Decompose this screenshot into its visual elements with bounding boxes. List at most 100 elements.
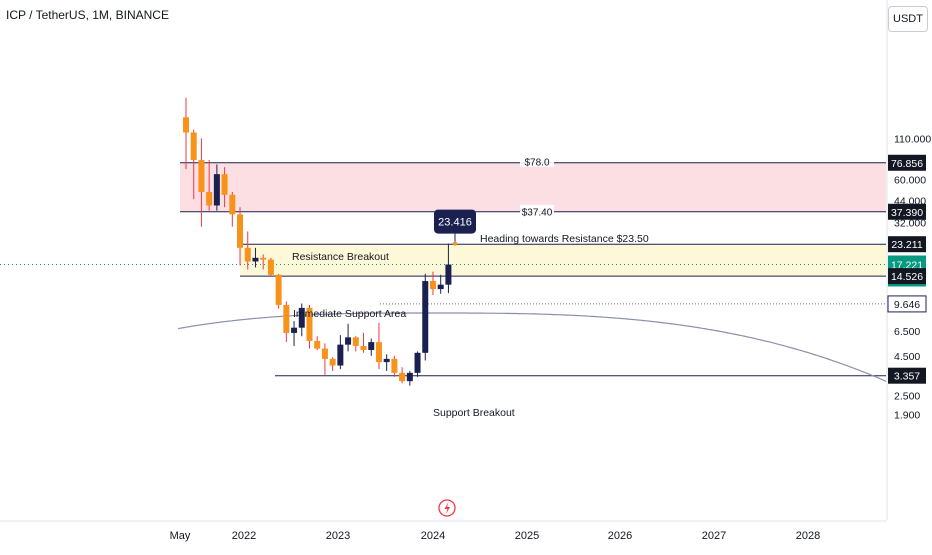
candle (221, 167, 228, 208)
candle (375, 322, 382, 370)
candle (267, 257, 274, 277)
candle (244, 231, 251, 270)
candle (445, 243, 452, 294)
level-label-bg (520, 204, 554, 217)
candle-body (183, 117, 189, 133)
x-tick-label: 2027 (702, 530, 726, 542)
candle (429, 271, 436, 295)
x-tick-label: 2022 (232, 530, 256, 542)
candle (314, 336, 321, 350)
y-tick-label: 60.000 (894, 175, 926, 187)
candle (345, 323, 352, 352)
badge-text: 37.390 (891, 207, 923, 219)
resistance-zone (180, 162, 886, 212)
candle-body (391, 358, 398, 373)
price-badge: 76.856 (888, 154, 926, 171)
badge-bg (888, 154, 926, 171)
candle-body (291, 327, 298, 333)
candle (237, 207, 244, 266)
level-label: $37.40 (520, 204, 554, 218)
x-tick-label: 2023 (326, 530, 350, 542)
candle-body (190, 132, 197, 161)
candle-body (414, 352, 421, 373)
candle (352, 336, 359, 352)
price-callout: 23.416 (434, 209, 476, 246)
candle (406, 370, 413, 386)
candle-body (406, 372, 413, 382)
x-tick-label: 2025 (515, 530, 539, 542)
candle-body (383, 358, 390, 363)
candle-body (368, 342, 375, 350)
candle-body (399, 372, 406, 382)
badge-text: 9.646 (894, 299, 920, 311)
badge-text: 14.526 (891, 271, 923, 283)
level-label-bg (520, 154, 554, 167)
candle (183, 97, 189, 170)
candle (368, 338, 375, 356)
price-badge: 23.211 (888, 236, 926, 253)
candle-body (314, 340, 321, 349)
candle-body (329, 358, 336, 366)
candle-body (375, 342, 382, 363)
candle-body (198, 160, 205, 193)
candle (414, 351, 421, 377)
candle (399, 367, 406, 384)
candle (283, 301, 290, 343)
symbol-header: ICP / TetherUS, 1M, BINANCE (6, 8, 169, 22)
candle-body (345, 337, 352, 345)
candle-body (213, 174, 220, 206)
candle (329, 357, 336, 371)
price-badge: 9.646 (887, 295, 927, 313)
candle (298, 303, 305, 337)
badge-bg (888, 268, 926, 285)
callout-text: 23.416 (438, 217, 472, 229)
candle-body (275, 274, 282, 305)
annotation-text: Heading towards Resistance $23.50 (480, 233, 649, 245)
x-tick-label: 2026 (608, 530, 632, 542)
candle-body (252, 257, 259, 262)
currency-button[interactable]: USDT (888, 6, 928, 32)
candle (337, 335, 344, 370)
candle-body (206, 192, 213, 206)
candle-body (360, 345, 367, 350)
candle (321, 343, 328, 375)
annotation-text: Immediate Support Area (293, 308, 406, 320)
x-tick-label: 2024 (421, 530, 445, 542)
candle (306, 304, 313, 349)
candle (422, 273, 429, 361)
annotation-text: Support Breakout (433, 407, 515, 419)
candle-body (337, 344, 344, 366)
x-tick-label: 2028 (796, 530, 820, 542)
candle-body (352, 337, 359, 346)
callout-box (434, 209, 476, 234)
flash-icon[interactable] (438, 499, 456, 517)
candle (213, 164, 220, 211)
callout-point (453, 241, 457, 246)
badge-bg (888, 236, 926, 253)
x-tick-label: May (170, 530, 191, 542)
candle (391, 355, 398, 377)
flash-icon-bolt (444, 502, 450, 514)
candle-body (229, 194, 236, 215)
candle-body (437, 284, 444, 290)
y-tick-label: 110.000 (894, 133, 931, 145)
candle (360, 332, 367, 353)
candle-body (298, 307, 305, 328)
candle (291, 321, 298, 346)
badge-text: 3.357 (894, 371, 920, 383)
candle-body (321, 348, 328, 359)
candle (252, 247, 259, 268)
y-tick-label: 1.900 (894, 409, 920, 421)
level-label-text: $78.0 (524, 157, 549, 168)
candle-body (445, 264, 452, 285)
annotation-text: Resistance Breakout (292, 251, 389, 263)
candle-body (221, 174, 228, 195)
level-label-text: $37.40 (522, 207, 553, 218)
candle (198, 138, 205, 227)
badge-bg (887, 295, 927, 313)
y-tick-label: 32.000 (894, 217, 926, 229)
price-badge: 3.357 (888, 367, 926, 384)
badge-bg (888, 203, 926, 220)
